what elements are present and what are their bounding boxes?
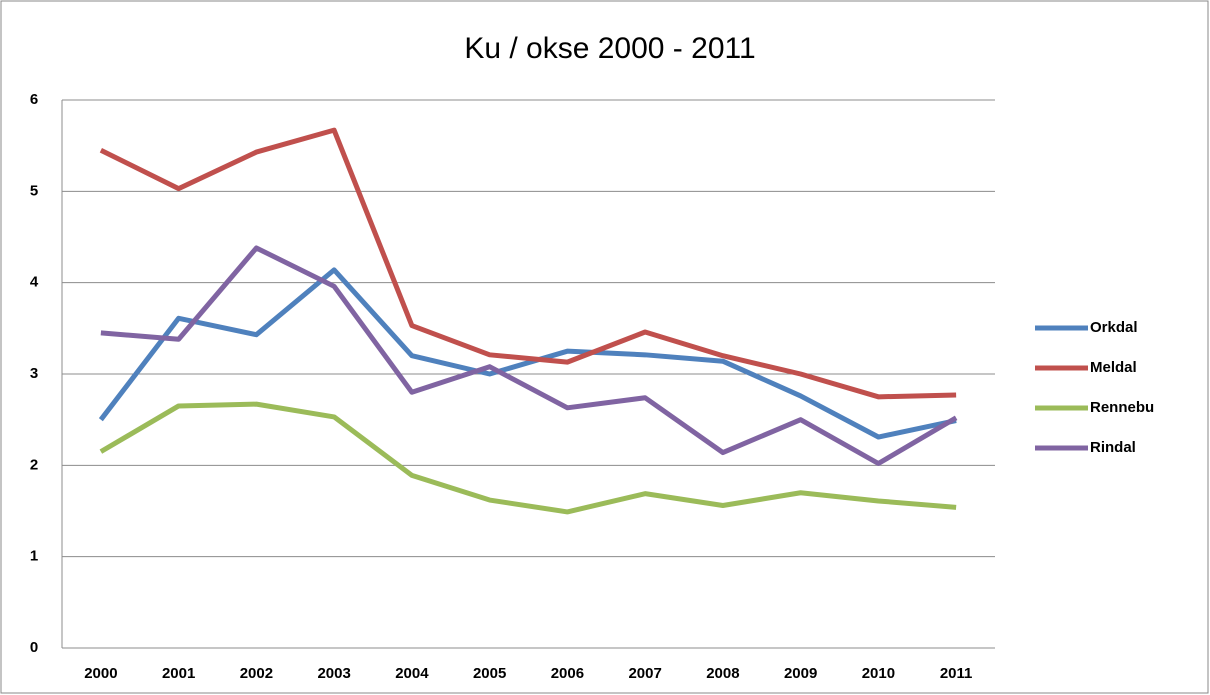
y-tick-label: 0	[30, 639, 38, 656]
y-tick-label: 5	[30, 182, 38, 199]
x-tick-label: 2007	[628, 665, 661, 682]
series-line	[99, 127, 957, 400]
x-tick-label: 2005	[473, 665, 506, 682]
x-tick-label: 2003	[317, 665, 350, 682]
chart-title: Ku / okse 2000 - 2011	[464, 32, 755, 65]
legend-label: Orkdal	[1090, 319, 1138, 336]
series-line	[98, 267, 957, 440]
y-tick-label: 2	[30, 456, 38, 473]
y-tick-label: 3	[30, 365, 38, 382]
series-line	[100, 245, 958, 467]
y-tick-label: 4	[30, 274, 39, 291]
y-tick-label: 1	[30, 548, 38, 565]
legend-label: Rennebu	[1090, 399, 1154, 416]
legend-label: Rindal	[1090, 439, 1136, 456]
x-tick-label: 2000	[84, 665, 117, 682]
x-tick-label: 2010	[862, 665, 895, 682]
x-tick-label: 2011	[940, 665, 973, 682]
x-tick-label: 2004	[395, 665, 429, 682]
x-tick-label: 2001	[162, 665, 195, 682]
y-tick-label: 6	[30, 91, 38, 108]
series-line	[99, 401, 957, 515]
legend-label: Meldal	[1090, 359, 1137, 376]
x-tick-label: 2002	[240, 665, 273, 682]
x-tick-label: 2008	[706, 665, 739, 682]
x-tick-label: 2006	[551, 665, 584, 682]
x-tick-label: 2009	[784, 665, 817, 682]
